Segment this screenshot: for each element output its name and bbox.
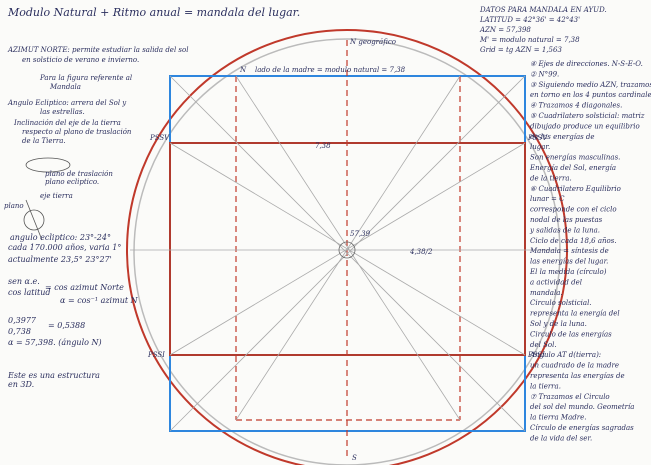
red-circle	[126, 29, 568, 465]
note: angulo ecliptico: 23°-24°	[10, 233, 111, 242]
label: lado de la madre = modulo natural = 7,38	[255, 66, 406, 74]
note: α = 57,398. (ángulo N)	[8, 338, 102, 347]
note: 0,738	[8, 327, 31, 336]
note: Mandala	[49, 83, 81, 91]
note: Energía del Sol, energía	[529, 164, 616, 172]
note: Ciclo de cada 18,6 años.	[530, 237, 617, 245]
note: nodal de las puestas	[530, 216, 603, 224]
note: las estrellas.	[40, 108, 85, 116]
note: AZIMUT NORTE: permite estudiar la salida…	[7, 46, 188, 54]
note: Para la figura referente al	[39, 74, 132, 82]
label: S	[352, 454, 357, 462]
note: actualmente 23,5° 23°27'	[8, 255, 112, 264]
note: = 0,5388	[48, 321, 85, 330]
note: ⑥ Cuadrilatero Equilibrio	[530, 185, 621, 193]
note: ⑦ Trazamos el Circulo	[530, 393, 610, 401]
note: eje tierra	[40, 192, 73, 200]
earth-sketch	[23, 209, 45, 231]
note: 0,3977	[8, 316, 37, 325]
note: un cuadrado de la madre	[530, 362, 619, 370]
note: Angulo Ecliptico: arrera del Sol y	[7, 99, 127, 107]
note: Mandala = síntesis de	[529, 247, 609, 255]
note: del Sol.	[530, 341, 557, 349]
label: 7,38	[315, 142, 331, 150]
title: Modulo Natural + Ritmo anual = mandala d…	[7, 6, 300, 19]
note: Inclinación del eje de la tierra	[13, 119, 121, 127]
note: la tierra.	[530, 382, 561, 390]
note: El la medida (círculo)	[529, 268, 607, 276]
note: Grid = tg AZN = 1,563	[480, 46, 562, 54]
note: de las energías de	[530, 133, 595, 141]
label: PSSV	[149, 134, 170, 142]
note: corresponde con el ciclo	[530, 206, 617, 214]
label: N geográfico	[349, 38, 396, 46]
note: LATITUD = 42°36' = 42°43'	[479, 16, 580, 24]
note: Este es una estructura	[7, 371, 100, 380]
note: de la tierra.	[530, 174, 572, 182]
note: en 3D.	[8, 380, 34, 389]
label: N	[239, 66, 247, 74]
note: AZN = 57,398	[479, 26, 531, 34]
note: lunar = C	[530, 195, 565, 203]
note: Circulo solsticial.	[530, 299, 592, 307]
note: de la vida del ser.	[530, 434, 592, 442]
note: Circulo de las energías	[530, 330, 612, 338]
label: PSSV	[527, 134, 548, 142]
note: α = cos⁻¹ azimut N	[60, 296, 139, 305]
diagonals	[130, 75, 565, 432]
label: PSSI	[147, 351, 165, 359]
gray-circle	[133, 38, 561, 465]
note: DATOS PARA MANDALA EN AYUD.	[479, 6, 607, 14]
note: cos latitud	[8, 288, 51, 297]
note: la tierra Madre.	[530, 414, 586, 422]
note: en solsticio de verano e invierno.	[22, 56, 139, 64]
note: representa la energía del	[530, 310, 620, 318]
label: 57,39	[350, 230, 371, 238]
note: lugar.	[530, 143, 550, 151]
note: plano ecliptico.	[45, 178, 99, 186]
note: = cos azimut Norte	[45, 283, 124, 292]
note: M' = modulo natural = 7,38	[479, 36, 580, 44]
left-notes: AZIMUT NORTE: permite estudiar la salida…	[4, 46, 188, 389]
note: mandala.	[530, 289, 563, 297]
note: ③ Siguiendo medio AZN, trazamos 8 puntos	[530, 81, 651, 89]
note: ② N°99.	[530, 70, 559, 78]
note: dibujado produce un equilibrio	[530, 122, 640, 130]
note: ④ Ejes de direcciones. N-S-E-O.	[530, 60, 643, 68]
note: ⑤ Cuadrilatero solsticial: matriz	[530, 112, 645, 120]
label: 4,38/2	[409, 248, 433, 256]
note: plano	[4, 202, 24, 210]
note: plano de traslación	[45, 170, 113, 178]
note: cada 170.000 años, varia 1°	[8, 243, 121, 252]
note: Sol y de la luna.	[530, 320, 587, 328]
note: y salidas de la luna.	[529, 226, 600, 234]
note: del sol del mundo. Geometría	[530, 403, 634, 411]
note: Son energías masculinas.	[530, 154, 620, 162]
note: Angulo AT d(tierra):	[529, 351, 601, 359]
note: respecto al plano de traslación	[22, 128, 132, 136]
right-notes: DATOS PARA MANDALA EN AYUD. LATITUD = 42°…	[479, 6, 651, 442]
note: ④ Trazamos 4 diagonales.	[530, 102, 622, 110]
geometry	[23, 29, 568, 465]
note: a actividad del	[530, 278, 582, 286]
note: Círculo de energías sagradas	[530, 424, 634, 432]
note: de la Tierra.	[22, 137, 66, 145]
note: representa las energías de	[530, 372, 625, 380]
note: sen α.e.	[8, 277, 40, 286]
note: en torno en los 4 puntos cardinales.	[530, 91, 651, 99]
note: las energías del lugar.	[530, 258, 608, 266]
label: PSSI	[527, 351, 545, 359]
